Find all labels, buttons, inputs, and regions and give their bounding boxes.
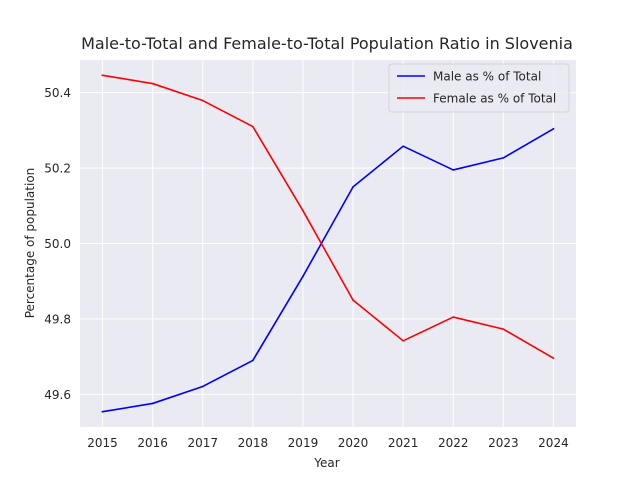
y-tick-label: 50.4 <box>44 86 71 100</box>
data-point <box>101 74 104 77</box>
data-point <box>151 82 154 85</box>
y-tick-label: 49.8 <box>44 312 71 326</box>
data-point <box>101 410 104 413</box>
legend-item: Male as % of Total <box>397 70 541 84</box>
data-point <box>502 157 505 159</box>
y-axis-label: Percentage of population <box>23 168 37 319</box>
x-tick-label: 2020 <box>338 436 369 450</box>
y-tick-label: 50.0 <box>44 237 71 251</box>
chart-title: Male-to-Total and Female-to-Total Popula… <box>81 34 573 53</box>
x-tick-label: 2023 <box>488 436 519 450</box>
y-tick-label: 49.6 <box>44 388 71 402</box>
series-layer <box>101 74 555 413</box>
x-tick-label: 2018 <box>238 436 269 450</box>
series-1 <box>101 74 555 360</box>
legend-label: Female as % of Total <box>433 92 556 106</box>
data-point <box>201 385 204 388</box>
series-0 <box>101 127 555 413</box>
x-tick-label: 2017 <box>187 436 218 450</box>
x-tick-label: 2019 <box>288 436 319 450</box>
data-point <box>402 340 404 342</box>
data-point <box>552 128 555 130</box>
series-line <box>101 74 555 360</box>
data-point <box>352 186 354 188</box>
data-point <box>302 209 304 212</box>
data-point <box>151 402 154 405</box>
data-point <box>302 275 304 278</box>
legend: Male as % of Total Female as % of Total <box>388 63 570 113</box>
data-point <box>252 125 254 128</box>
x-axis-label: Year <box>313 456 339 470</box>
x-tick-label: 2024 <box>538 436 569 450</box>
data-point <box>352 299 354 301</box>
data-point <box>252 359 254 362</box>
legend-label: Male as % of Total <box>433 70 541 84</box>
series-line <box>101 127 555 413</box>
data-point <box>452 316 455 318</box>
x-axis: 2015 2016 2017 2018 2019 2020 2021 2022 2023 2024 <box>87 436 568 450</box>
legend-box <box>388 63 570 113</box>
data-point <box>502 328 505 330</box>
x-tick-label: 2015 <box>87 436 118 450</box>
data-point <box>552 357 555 359</box>
y-tick-label: 50.2 <box>44 162 71 176</box>
data-point <box>201 99 204 102</box>
x-tick-label: 2021 <box>388 436 419 450</box>
grid <box>80 60 576 427</box>
x-tick-label: 2022 <box>438 436 469 450</box>
legend-item: Female as % of Total <box>397 92 556 106</box>
y-axis: 49.6 49.8 50.0 50.2 50.4 <box>44 86 71 402</box>
data-point <box>402 145 404 147</box>
x-tick-label: 2016 <box>137 436 168 450</box>
data-point <box>452 169 455 171</box>
